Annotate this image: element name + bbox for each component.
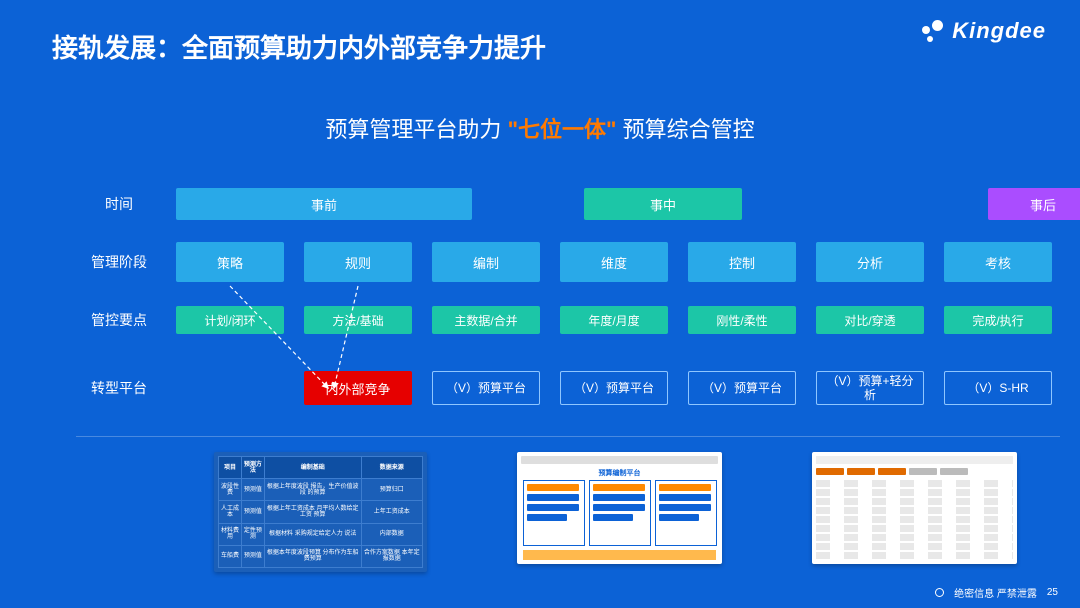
point-1: 方法/基础 [304, 306, 412, 334]
page-number: 25 [1047, 587, 1058, 598]
footer-note: 绝密信息 严禁泄露 [954, 585, 1037, 600]
point-0: 计划/闭环 [176, 306, 284, 334]
stage-1: 规则 [304, 242, 412, 282]
row-platform: 转型平台 内外部竞争 （V）预算平台 （V）预算平台 （V）预算平台 （V）预算… [76, 366, 1060, 410]
platform-red: 内外部竞争 [304, 371, 412, 405]
row-label-stage: 管理阶段 [76, 252, 162, 272]
brand-logo: Kingdee [920, 18, 1046, 44]
row-time: 时间 事前 事中 事后 [76, 182, 1060, 226]
row-stage: 管理阶段 策略 规则 编制 维度 控制 分析 考核 [76, 240, 1060, 284]
stage-6: 考核 [944, 242, 1052, 282]
divider-line [76, 436, 1060, 437]
point-3: 年度/月度 [560, 306, 668, 334]
stage-2: 编制 [432, 242, 540, 282]
platform-4: （V）S-HR [944, 371, 1052, 405]
thumbnail-row: 项目 预测方法 编制基础 数据来源 波段性费预测值根据上年度波段 报告，生产价值… [214, 452, 1017, 572]
time-after: 事后 [988, 188, 1080, 220]
subtitle: 预算管理平台助力 "七位一体" 预算综合管控 [0, 112, 1080, 144]
logo-text: Kingdee [952, 18, 1046, 44]
time-before: 事前 [176, 188, 472, 220]
thumb-app-title: 预算编制平台 [517, 468, 722, 478]
thumb-table: 项目 预测方法 编制基础 数据来源 波段性费预测值根据上年度波段 报告，生产价值… [214, 452, 427, 572]
thumb-app: 预算编制平台 [517, 452, 722, 564]
point-2: 主数据/合并 [432, 306, 540, 334]
t1h3: 数据来源 [361, 457, 422, 479]
platform-cells: 内外部竞争 （V）预算平台 （V）预算平台 （V）预算平台 （V）预算+轻分析 … [176, 371, 1060, 405]
t1h2: 编制基础 [264, 457, 361, 479]
stage-3: 维度 [560, 242, 668, 282]
row-label-time: 时间 [76, 194, 162, 214]
thumb-sheet [812, 452, 1017, 564]
t1h1: 预测方法 [241, 457, 264, 479]
thumb-table-grid: 项目 预测方法 编制基础 数据来源 波段性费预测值根据上年度波段 报告，生产价值… [218, 456, 423, 568]
point-4: 刚性/柔性 [688, 306, 796, 334]
time-mid: 事中 [584, 188, 742, 220]
subtitle-post: 预算综合管控 [623, 117, 755, 142]
point-5: 对比/穿透 [816, 306, 924, 334]
platform-1: （V）预算平台 [560, 371, 668, 405]
platform-0: （V）预算平台 [432, 371, 540, 405]
stage-cells: 策略 规则 编制 维度 控制 分析 考核 [176, 242, 1060, 282]
page-title: 接轨发展：全面预算助力内外部竞争力提升 [52, 28, 546, 65]
logo-icon [920, 18, 946, 44]
slide-root: Kingdee 接轨发展：全面预算助力内外部竞争力提升 预算管理平台助力 "七位… [0, 0, 1080, 608]
time-cells: 事前 事中 事后 [176, 188, 1080, 220]
row-label-point: 管控要点 [76, 310, 162, 330]
row-label-platform: 转型平台 [76, 378, 162, 398]
row-point: 管控要点 计划/闭环 方法/基础 主数据/合并 年度/月度 刚性/柔性 对比/穿… [76, 298, 1060, 342]
subtitle-accent: "七位一体" [508, 117, 617, 142]
stage-5: 分析 [816, 242, 924, 282]
t1h0: 项目 [219, 457, 242, 479]
lock-icon [935, 588, 944, 597]
platform-3: （V）预算+轻分析 [816, 371, 924, 405]
stage-0: 策略 [176, 242, 284, 282]
footer: 绝密信息 严禁泄露 25 [935, 585, 1058, 600]
stage-4: 控制 [688, 242, 796, 282]
platform-2: （V）预算平台 [688, 371, 796, 405]
point-6: 完成/执行 [944, 306, 1052, 334]
subtitle-pre: 预算管理平台助力 [325, 117, 501, 142]
matrix-grid: 时间 事前 事中 事后 管理阶段 策略 规则 编制 维度 控制 分析 考核 [76, 182, 1060, 424]
point-cells: 计划/闭环 方法/基础 主数据/合并 年度/月度 刚性/柔性 对比/穿透 完成/… [176, 306, 1060, 334]
